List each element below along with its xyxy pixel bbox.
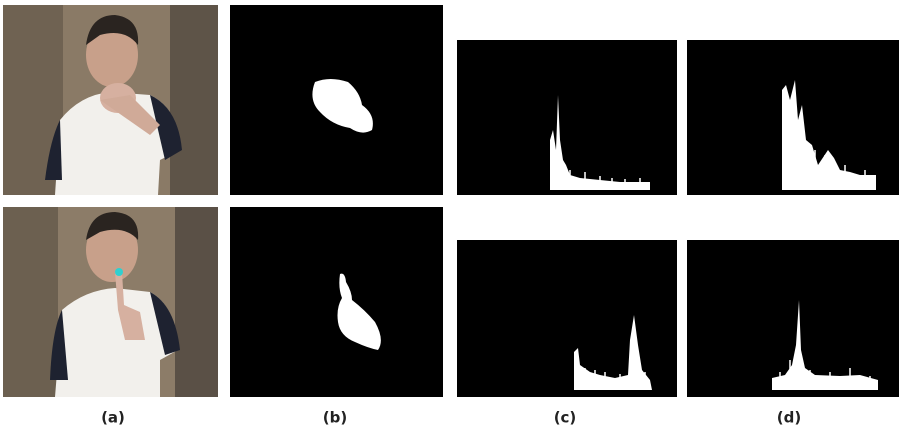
histogram-c-top [457,40,677,195]
panel-label: (d) [777,409,801,427]
panel-label: (a) [101,409,125,427]
photo-bottom [3,207,218,397]
mask-bottom [230,207,443,397]
panel-label: (b) [323,409,347,427]
mask-top [230,5,443,195]
photo-top [3,5,218,195]
histogram-d-bottom [687,240,899,397]
histogram-d-top [687,40,899,195]
histogram-c-bottom [457,240,677,397]
panel-label: (c) [554,409,577,427]
